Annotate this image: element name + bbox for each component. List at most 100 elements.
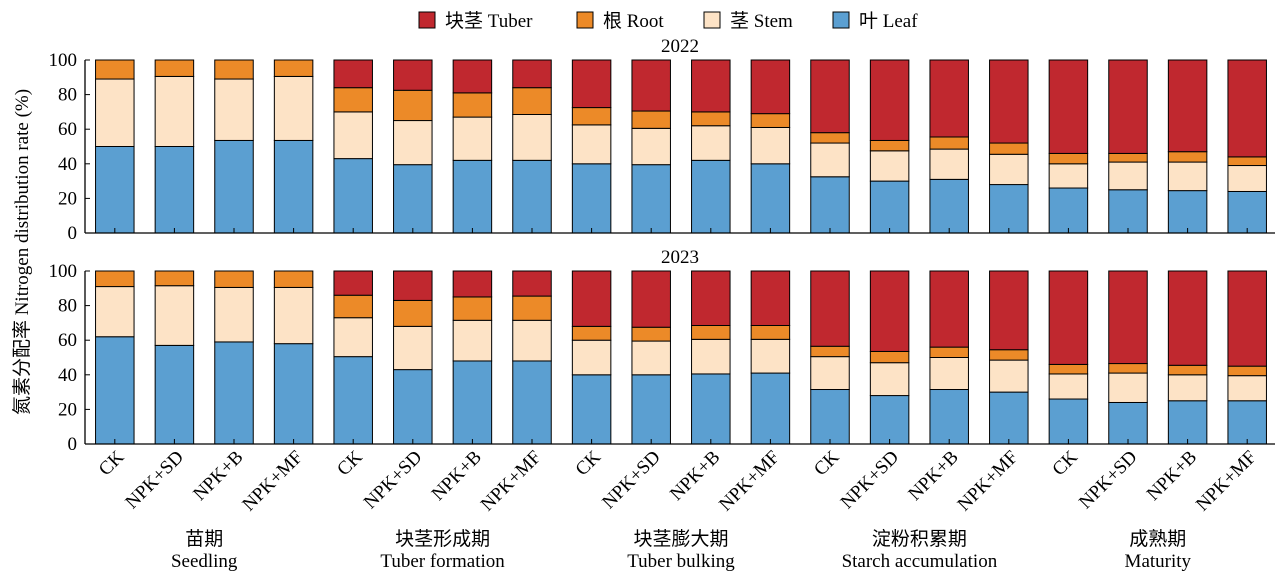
y-axis-label: 氮素分配率 Nitrogen distribution rate (%): [11, 89, 33, 415]
bar-2023-stage2-CK-root: [333, 294, 373, 319]
bar-2023-stage1-NPK+B-leaf: [214, 341, 254, 445]
bar-2023-stage4-NPK+SD-leaf: [869, 395, 910, 445]
bar-2023-stage2-NPK+B-root: [452, 296, 493, 321]
bar-2023-stage2-CK-tuber: [333, 270, 373, 296]
panel-year-label-2022: 2022: [661, 36, 699, 57]
bar-2023-stage5-NPK+SD-stem: [1108, 372, 1148, 403]
bar-2022-stage3-NPK+B-tuber: [691, 59, 731, 113]
bar-2022-stage5-NPK+MF-tuber: [1227, 59, 1267, 158]
bar-2022-stage4-NPK+SD-root: [869, 139, 910, 152]
bar-2023-stage5-NPK+MF-stem: [1227, 375, 1267, 402]
bar-2023-stage4-NPK+MF-leaf: [989, 391, 1029, 445]
bar-2023-stage1-NPK+SD-leaf: [154, 344, 195, 445]
stage-label-en: Seedling: [171, 551, 238, 572]
bar-2022-stage2-NPK+SD-stem: [393, 120, 433, 166]
panel-year-label-2023: 2023: [661, 247, 699, 268]
legend-label-stem: 茎 Stem: [730, 10, 793, 32]
bar-2022-stage2-NPK+B-tuber: [452, 59, 493, 94]
legend-label-root: 根 Root: [603, 10, 664, 32]
bar-2023-stage5-CK-root: [1048, 363, 1089, 375]
bar-2022-stage2-NPK+MF-root: [512, 87, 552, 115]
x-category-label: CK: [810, 446, 844, 480]
bar-2022-stage3-NPK+B-stem: [691, 125, 731, 161]
bar-2023-stage2-NPK+MF-leaf: [512, 360, 552, 445]
bar-2022-stage2-NPK+MF-tuber: [512, 59, 552, 89]
bar-2022-stage5-CK-leaf: [1048, 187, 1089, 234]
bar-2022-stage4-NPK+SD-stem: [869, 150, 910, 182]
bar-2023-stage2-NPK+B-stem: [452, 319, 493, 362]
bar-2023-stage1-NPK+SD-root: [154, 270, 195, 287]
legend-swatch-leaf: [832, 11, 850, 29]
bar-2023-stage4-NPK+MF-stem: [989, 359, 1029, 393]
bar-2023-stage4-NPK+B-stem: [929, 357, 969, 391]
legend-swatch-tuber: [418, 11, 436, 29]
bar-2023-stage5-CK-leaf: [1048, 398, 1089, 445]
y-tick-label: 40: [58, 365, 77, 386]
y-tick-label: 80: [58, 85, 77, 106]
bar-2023-stage3-NPK+SD-tuber: [631, 270, 671, 328]
x-category-label: CK: [572, 446, 606, 480]
x-category-label: NPK+MF: [238, 447, 307, 516]
bar-2022-stage4-CK-tuber: [810, 59, 850, 134]
bar-2022-stage2-CK-tuber: [333, 59, 373, 89]
bar-2022-stage3-NPK+MF-tuber: [750, 59, 791, 115]
bar-2022-stage1-NPK+MF-stem: [273, 75, 314, 141]
y-tick-label: 40: [58, 154, 77, 175]
bar-2023-stage3-NPK+SD-leaf: [631, 374, 671, 445]
x-category-label: NPK+MF: [477, 447, 546, 516]
bar-2022-stage5-CK-stem: [1048, 163, 1089, 189]
bar-2022-stage5-NPK+B-root: [1167, 151, 1208, 163]
bar-2023-stage4-CK-tuber: [810, 270, 850, 347]
bar-2022-stage1-NPK+B-stem: [214, 78, 254, 141]
bar-2023-stage2-NPK+B-tuber: [452, 270, 493, 298]
bar-2022-stage1-CK-stem: [95, 78, 135, 147]
bar-2023-stage5-CK-stem: [1048, 373, 1089, 400]
bar-2023-stage2-NPK+B-leaf: [452, 360, 493, 445]
bar-2022-stage3-CK-leaf: [571, 163, 612, 234]
bar-2022-stage5-NPK+MF-root: [1227, 156, 1267, 167]
bar-2022-stage5-NPK+SD-root: [1108, 152, 1148, 163]
bar-2022-stage2-NPK+MF-stem: [512, 113, 552, 161]
bar-2022-stage5-CK-tuber: [1048, 59, 1089, 154]
y-tick-label: 100: [49, 261, 78, 282]
bar-2023-stage1-NPK+MF-leaf: [273, 343, 314, 445]
legend-label-tuber: 块茎 Tuber: [445, 10, 533, 32]
bar-2022-stage2-NPK+B-leaf: [452, 159, 493, 234]
bar-2022-stage3-NPK+MF-root: [750, 113, 791, 128]
bar-2023-stage4-NPK+SD-tuber: [869, 270, 910, 352]
y-tick-label: 0: [68, 223, 78, 244]
y-tick-label: 20: [58, 188, 77, 209]
bar-2022-stage2-NPK+B-stem: [452, 116, 493, 161]
stage-label-en: Maturity: [1125, 551, 1192, 572]
bar-2022-stage3-CK-root: [571, 107, 612, 126]
bar-2023-stage2-CK-leaf: [333, 356, 373, 445]
y-tick-label: 100: [49, 50, 78, 71]
bar-2022-stage3-NPK+SD-root: [631, 110, 671, 129]
legend-swatch-root: [576, 11, 594, 29]
x-category-label: NPK+SD: [121, 447, 187, 513]
y-tick-label: 0: [68, 434, 78, 455]
bar-2022-stage5-NPK+B-stem: [1167, 161, 1208, 192]
x-category-label: NPK+SD: [837, 447, 903, 513]
y-tick-label: 60: [58, 330, 77, 351]
bar-2023-stage1-NPK+B-root: [214, 270, 254, 288]
bar-2023-stage4-NPK+SD-stem: [869, 362, 910, 397]
bar-2023-stage2-NPK+SD-tuber: [393, 270, 433, 301]
bar-2023-stage5-NPK+B-leaf: [1167, 400, 1208, 445]
bar-2023-stage4-NPK+MF-root: [989, 349, 1029, 361]
bar-2023-stage3-NPK+MF-root: [750, 324, 791, 340]
bar-2023-stage2-CK-stem: [333, 317, 373, 358]
bar-2022-stage1-NPK+MF-root: [273, 59, 314, 77]
bar-2023-stage3-CK-stem: [571, 339, 612, 376]
bar-2023-stage1-NPK+SD-stem: [154, 285, 195, 346]
bar-2022-stage2-NPK+B-root: [452, 92, 493, 118]
legend-label-leaf: 叶 Leaf: [859, 10, 918, 32]
x-category-label: NPK+MF: [715, 447, 784, 516]
x-category-label: NPK+MF: [1192, 447, 1261, 516]
bar-2022-stage1-NPK+SD-root: [154, 59, 195, 77]
bar-2023-stage2-NPK+SD-root: [393, 299, 433, 327]
bar-2022-stage4-CK-stem: [810, 142, 850, 178]
bar-2022-stage4-NPK+MF-leaf: [989, 184, 1029, 234]
bar-2023-stage3-CK-root: [571, 325, 612, 341]
bar-2022-stage1-NPK+MF-leaf: [273, 139, 314, 234]
